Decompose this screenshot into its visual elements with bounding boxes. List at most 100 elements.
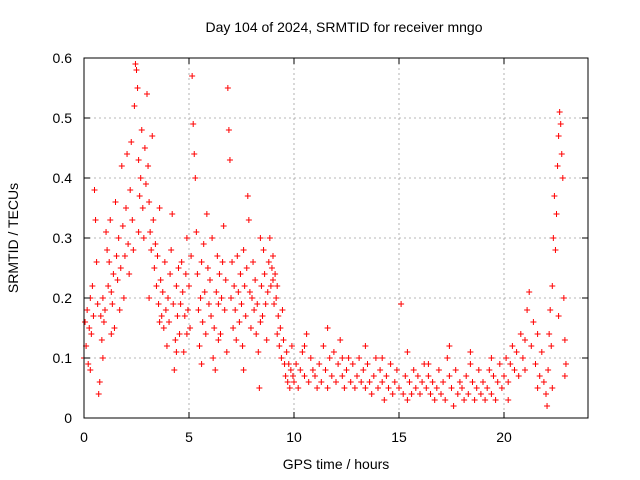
- y-tick-label: 0: [64, 410, 72, 426]
- data-point: [496, 361, 503, 367]
- data-point: [121, 253, 128, 259]
- data-point: [183, 235, 190, 241]
- data-point: [187, 325, 194, 331]
- data-point: [115, 235, 122, 241]
- data-point: [117, 265, 124, 271]
- data-point: [135, 157, 142, 163]
- data-point: [303, 331, 310, 337]
- data-point: [494, 379, 501, 385]
- data-point: [229, 259, 236, 265]
- data-point: [532, 361, 539, 367]
- data-point: [396, 385, 402, 391]
- data-point: [345, 355, 352, 361]
- data-point: [168, 247, 175, 253]
- data-point: [278, 355, 285, 361]
- data-point: [404, 349, 411, 355]
- data-point: [454, 391, 461, 397]
- data-point: [82, 319, 89, 325]
- data-point: [167, 271, 174, 277]
- data-point: [197, 295, 204, 301]
- data-point: [118, 163, 125, 169]
- data-point: [410, 367, 417, 373]
- data-point: [97, 313, 104, 319]
- data-point: [480, 379, 486, 385]
- data-point: [161, 259, 168, 265]
- data-point: [526, 289, 533, 295]
- data-point: [198, 259, 205, 265]
- data-point: [425, 361, 432, 367]
- data-point: [343, 367, 350, 373]
- data-point: [230, 325, 237, 331]
- data-point: [214, 253, 221, 259]
- data-point: [270, 277, 276, 283]
- data-point: [275, 313, 282, 319]
- data-point: [145, 163, 152, 169]
- data-point: [456, 379, 463, 385]
- data-point: [544, 403, 551, 409]
- data-point: [189, 73, 196, 79]
- data-point: [368, 391, 375, 397]
- data-point: [362, 343, 369, 349]
- data-point: [125, 241, 132, 247]
- data-point: [450, 403, 457, 409]
- data-point: [488, 391, 495, 397]
- data-point: [146, 199, 153, 205]
- data-point: [191, 151, 198, 157]
- data-point: [136, 193, 143, 199]
- data-point: [389, 391, 396, 397]
- data-point: [120, 295, 127, 301]
- data-point: [358, 379, 365, 385]
- data-point: [448, 385, 455, 391]
- data-point: [383, 373, 390, 379]
- data-point: [517, 331, 524, 337]
- data-point: [88, 331, 95, 337]
- data-point: [165, 295, 171, 301]
- data-point: [473, 385, 480, 391]
- data-point: [503, 355, 510, 361]
- data-point: [305, 379, 312, 385]
- data-point: [208, 313, 215, 319]
- data-point: [412, 385, 419, 391]
- data-point: [419, 379, 426, 385]
- data-point: [148, 247, 155, 253]
- data-point: [477, 391, 484, 397]
- data-point: [195, 307, 202, 313]
- data-point: [85, 361, 92, 367]
- data-point: [297, 367, 304, 373]
- data-point: [270, 253, 276, 259]
- data-point: [333, 379, 339, 385]
- data-point: [177, 301, 184, 307]
- data-point: [116, 307, 123, 313]
- data-point: [262, 301, 269, 307]
- data-point: [556, 109, 563, 115]
- data-point: [261, 271, 268, 277]
- data-point: [186, 283, 192, 289]
- data-point: [558, 151, 565, 157]
- y-tick-label: 0.4: [53, 170, 73, 186]
- data-point: [293, 361, 300, 367]
- data-point: [156, 205, 163, 211]
- data-point: [459, 385, 465, 391]
- data-point: [157, 277, 164, 283]
- data-point: [128, 139, 135, 145]
- data-point: [488, 355, 495, 361]
- data-point: [381, 397, 388, 403]
- data-point: [547, 307, 554, 313]
- x-tick-label: 0: [80, 429, 88, 445]
- data-point: [84, 307, 91, 313]
- data-point: [182, 271, 189, 277]
- data-point: [291, 379, 297, 385]
- data-point: [276, 343, 283, 349]
- data-point: [339, 373, 346, 379]
- data-point: [137, 175, 144, 181]
- data-point: [108, 331, 115, 337]
- data-point: [280, 337, 287, 343]
- data-point: [243, 265, 250, 271]
- data-point: [492, 397, 499, 403]
- data-point: [507, 361, 514, 367]
- data-point: [561, 373, 568, 379]
- y-tick-label: 0.2: [53, 290, 73, 306]
- data-point: [254, 301, 261, 307]
- data-point: [314, 385, 321, 391]
